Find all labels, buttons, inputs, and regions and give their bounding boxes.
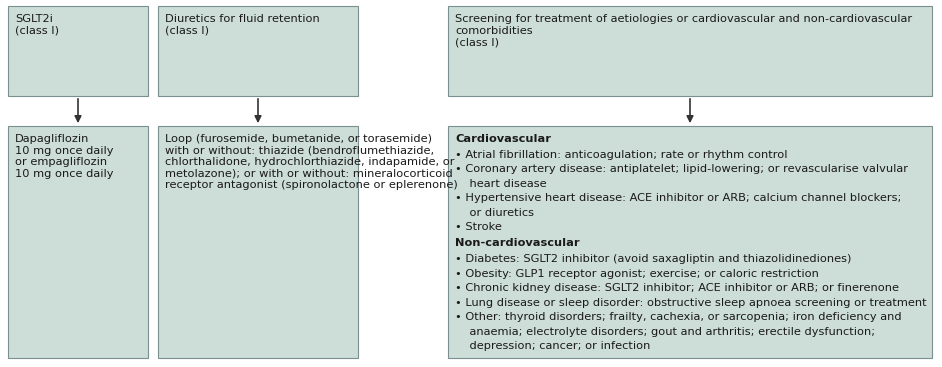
Text: • Obesity: GLP1 receptor agonist; exercise; or caloric restriction: • Obesity: GLP1 receptor agonist; exerci… [455,269,819,279]
Text: Non-cardiovascular: Non-cardiovascular [455,239,579,248]
Bar [448,126,932,358]
Text: Diuretics for fluid retention
(class I): Diuretics for fluid retention (class I) [165,14,319,36]
Text: depression; cancer; or infection: depression; cancer; or infection [455,341,650,351]
Text: Cardiovascular: Cardiovascular [455,134,551,144]
Text: Dapagliflozin
10 mg once daily
or empagliflozin
10 mg once daily: Dapagliflozin 10 mg once daily or empagl… [15,134,113,179]
Text: • Hypertensive heart disease: ACE inhibitor or ARB; calcium channel blockers;: • Hypertensive heart disease: ACE inhibi… [455,193,901,203]
Text: • Stroke: • Stroke [455,222,502,232]
Text: or diuretics: or diuretics [455,208,534,218]
Text: • Other: thyroid disorders; frailty, cachexia, or sarcopenia; iron deficiency an: • Other: thyroid disorders; frailty, cac… [455,312,901,322]
Text: • Atrial fibrillation: anticoagulation; rate or rhythm control: • Atrial fibrillation: anticoagulation; … [455,150,788,160]
Text: SGLT2i
(class I): SGLT2i (class I) [15,14,59,36]
Bar [448,6,932,96]
Text: • Coronary artery disease: antiplatelet; lipid-lowering; or revascularise valvul: • Coronary artery disease: antiplatelet;… [455,164,908,174]
Text: anaemia; electrolyte disorders; gout and arthritis; erectile dysfunction;: anaemia; electrolyte disorders; gout and… [455,327,875,337]
Bar [8,126,148,358]
Text: heart disease: heart disease [455,179,546,189]
Bar [158,6,358,96]
Bar [158,126,358,358]
Text: • Chronic kidney disease: SGLT2 inhibitor; ACE inhibitor or ARB; or finerenone: • Chronic kidney disease: SGLT2 inhibito… [455,283,899,293]
Bar [8,6,148,96]
Text: Loop (furosemide, bumetanide, or torasemide)
with or without: thiazide (bendrofl: Loop (furosemide, bumetanide, or torasem… [165,134,458,190]
Text: • Lung disease or sleep disorder: obstructive sleep apnoea screening or treatmen: • Lung disease or sleep disorder: obstru… [455,298,927,308]
Text: Screening for treatment of aetiologies or cardiovascular and non-cardiovascular
: Screening for treatment of aetiologies o… [455,14,912,47]
Text: • Diabetes: SGLT2 inhibitor (avoid saxagliptin and thiazolidinediones): • Diabetes: SGLT2 inhibitor (avoid saxag… [455,254,852,264]
